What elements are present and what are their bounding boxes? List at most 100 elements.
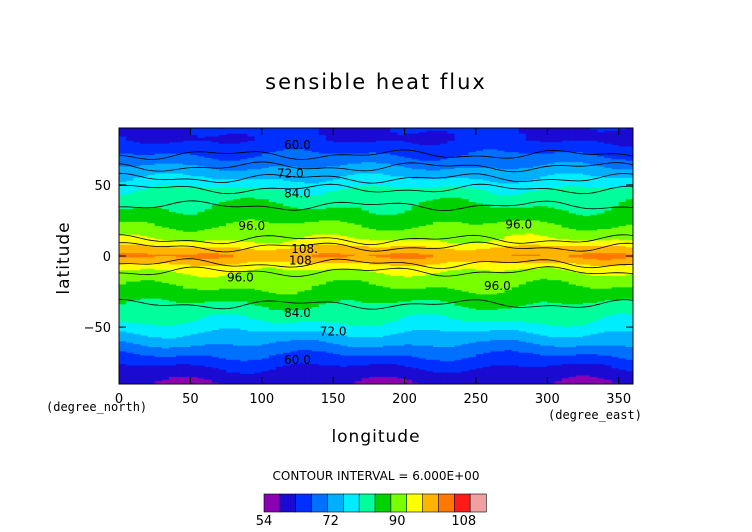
heat-cell: [133, 182, 142, 185]
heat-cell: [240, 295, 249, 298]
heat-cell: [183, 324, 191, 327]
heat-cell: [140, 162, 149, 165]
heat-cell: [204, 210, 213, 213]
heat-cell: [240, 327, 249, 330]
heat-cell: [211, 278, 220, 281]
heat-cell: [204, 310, 213, 313]
heat-cell: [133, 320, 142, 323]
heat-cell: [126, 375, 134, 378]
heat-cell: [218, 146, 227, 149]
heat-cell: [218, 227, 227, 230]
heat-cell: [183, 194, 191, 197]
heat-cell: [133, 163, 142, 166]
heat-cell: [154, 243, 163, 246]
heat-cell: [183, 362, 191, 365]
heat-cell: [119, 238, 127, 241]
heat-cell: [133, 197, 142, 200]
heat-cell: [119, 247, 127, 250]
heat-cell: [161, 169, 170, 172]
heat-cell: [161, 344, 170, 347]
heat-cell: [183, 283, 191, 286]
heat-cell: [211, 247, 220, 250]
chart-title: sensible heat flux: [265, 70, 487, 94]
heat-cell: [197, 180, 206, 183]
heat-cell: [176, 240, 184, 243]
heat-cell: [119, 176, 127, 179]
heat-cell: [197, 209, 206, 212]
heat-cell: [147, 331, 156, 334]
heat-cell: [183, 164, 191, 167]
heat-cell: [161, 354, 170, 357]
heat-cell: [147, 211, 156, 214]
heat-cell: [140, 347, 149, 350]
heat-cell: [211, 224, 220, 227]
heat-cell: [204, 194, 213, 197]
heat-cell: [240, 133, 249, 136]
heat-cell: [176, 183, 184, 186]
heat-cell: [204, 224, 213, 227]
heat-cell: [197, 194, 206, 197]
heat-cell: [154, 281, 163, 284]
heat-cell: [119, 311, 127, 314]
heat-cell: [226, 281, 234, 284]
heat-cell: [211, 189, 220, 192]
heat-cell: [133, 180, 142, 183]
heat-cell: [147, 256, 156, 259]
heat-cell: [204, 359, 213, 362]
heat-cell: [119, 318, 127, 321]
heat-cell: [226, 130, 234, 133]
heat-cell: [161, 342, 170, 345]
heat-cell: [133, 254, 142, 257]
heat-cell: [233, 253, 241, 256]
heat-cell: [126, 177, 134, 180]
heat-cell: [140, 320, 149, 323]
heat-cell: [183, 160, 191, 163]
heat-cell: [140, 273, 149, 276]
heat-cell: [119, 258, 127, 261]
heat-cell: [176, 295, 184, 298]
heat-cell: [168, 301, 177, 304]
heat-cell: [147, 237, 156, 240]
heat-cell: [218, 140, 227, 143]
heat-cell: [190, 130, 199, 133]
heat-cell: [204, 153, 213, 156]
heat-cell: [211, 325, 220, 328]
heat-cell: [126, 285, 134, 288]
heat-cell: [133, 318, 142, 321]
heat-cell: [133, 297, 142, 300]
heat-cell: [168, 176, 177, 179]
heat-cell: [240, 139, 249, 142]
heat-cell: [168, 211, 177, 214]
heat-cell: [140, 147, 149, 150]
heat-cell: [176, 136, 184, 139]
heat-cell: [197, 342, 206, 345]
heat-cell: [211, 206, 220, 209]
heat-cell: [211, 288, 220, 291]
heat-cell: [226, 184, 234, 187]
heat-cell: [126, 196, 134, 199]
heat-cell: [154, 270, 163, 273]
heat-cell: [240, 318, 249, 321]
heat-cell: [204, 234, 213, 237]
heat-cell: [147, 197, 156, 200]
heat-cell: [176, 186, 184, 189]
heat-cell: [140, 156, 149, 159]
heat-cell: [126, 312, 134, 315]
heat-cell: [197, 140, 206, 143]
heat-cell: [190, 359, 199, 362]
heat-cell: [240, 157, 249, 160]
heat-cell: [133, 382, 142, 384]
heat-cell: [133, 310, 142, 313]
heat-cell: [183, 379, 191, 382]
heat-cell: [197, 206, 206, 209]
heat-cell: [140, 164, 149, 167]
heat-cell: [176, 153, 184, 156]
heat-cell: [197, 312, 206, 315]
heat-cell: [204, 169, 213, 172]
heat-cell: [154, 201, 163, 204]
heat-cell: [197, 378, 206, 381]
heat-cell: [133, 302, 142, 305]
heat-cell: [190, 160, 199, 163]
heat-cell: [147, 372, 156, 375]
heat-cell: [133, 214, 142, 217]
